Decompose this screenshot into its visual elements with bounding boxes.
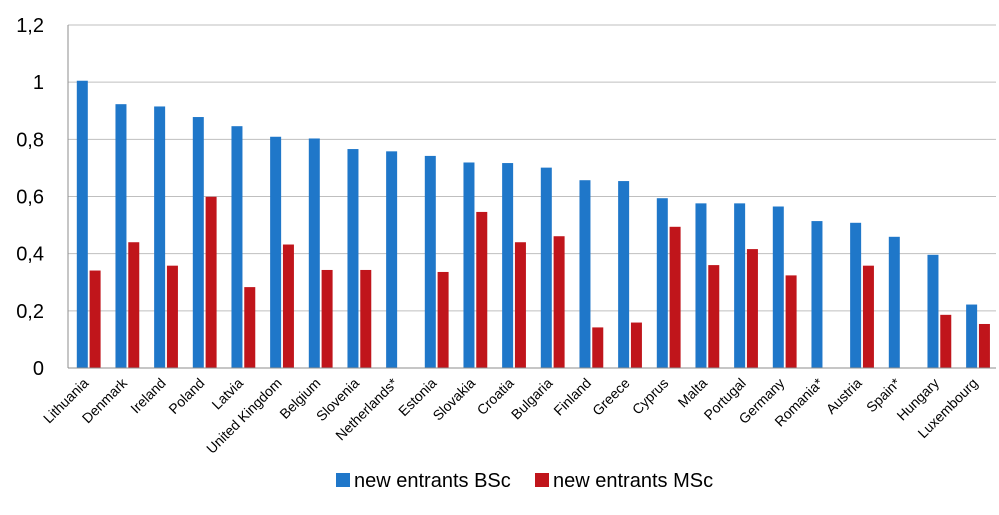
y-tick-label: 0,2 [16, 301, 44, 323]
y-tick-label: 0,6 [16, 187, 44, 209]
bar-msc-6 [321, 269, 333, 368]
bar-bsc-21 [888, 236, 900, 368]
x-tick-label: Ireland [127, 375, 169, 417]
legend-label-bsc: new entrants BSc [354, 470, 511, 492]
bar-msc-11 [514, 242, 526, 368]
bar-bsc-11 [502, 163, 514, 368]
y-tick-label: 0,4 [16, 244, 44, 266]
y-tick-label: 1,2 [16, 15, 44, 37]
bar-msc-23 [978, 323, 990, 368]
bar-msc-10 [476, 211, 488, 368]
bar-bsc-19 [811, 221, 823, 368]
bar-bsc-15 [656, 198, 668, 368]
bar-bsc-20 [850, 222, 862, 368]
legend-swatch-msc [535, 473, 549, 487]
x-tick-label: Poland [165, 375, 207, 417]
bar-msc-7 [360, 269, 372, 368]
bar-msc-3 [205, 196, 217, 368]
bar-msc-16 [708, 265, 720, 368]
bar-bsc-22 [927, 254, 939, 368]
bar-msc-5 [282, 244, 294, 368]
bar-bsc-4 [231, 126, 243, 368]
bar-bsc-1 [115, 104, 127, 368]
bar-bsc-17 [734, 203, 746, 368]
x-tick-label: Finland [550, 375, 594, 419]
bar-msc-4 [244, 287, 256, 368]
x-tick-label: Cyprus [629, 375, 672, 418]
x-tick-label: Greece [589, 375, 633, 419]
bar-msc-20 [862, 265, 874, 368]
bar-msc-1 [128, 242, 140, 368]
bar-bsc-8 [386, 151, 398, 368]
y-tick-label: 1 [33, 72, 44, 94]
bar-bsc-10 [463, 162, 475, 368]
bar-bsc-14 [618, 181, 630, 368]
bars [76, 80, 990, 369]
bar-bsc-2 [154, 106, 166, 369]
bar-msc-12 [553, 236, 565, 368]
bar-bsc-0 [76, 80, 88, 369]
x-tick-label: Malta [675, 375, 711, 411]
y-tick-label: 0,8 [16, 129, 44, 151]
x-tick-label: Slovakia [429, 375, 478, 424]
legend-label-msc: new entrants MSc [553, 470, 713, 492]
bar-msc-17 [746, 249, 758, 368]
x-tick-label: Bulgaria [508, 375, 556, 423]
bar-bsc-16 [695, 203, 707, 368]
bar-msc-0 [89, 270, 101, 368]
bar-bsc-6 [308, 138, 320, 368]
bar-msc-18 [785, 275, 797, 368]
legend-swatch-bsc [336, 473, 350, 487]
y-tick-label: 0 [33, 358, 44, 380]
bar-bsc-13 [579, 180, 591, 368]
bar-bsc-7 [347, 149, 359, 368]
bar-msc-9 [437, 271, 449, 368]
bar-msc-2 [166, 265, 178, 368]
bar-msc-13 [592, 327, 604, 368]
bar-msc-14 [630, 322, 642, 368]
bar-bsc-23 [966, 304, 978, 368]
bar-bsc-18 [772, 206, 784, 368]
bar-bsc-12 [540, 167, 552, 368]
bar-bsc-9 [424, 155, 436, 368]
bar-msc-15 [669, 226, 681, 368]
bar-bsc-5 [270, 136, 282, 368]
bar-msc-22 [940, 314, 952, 368]
gridlines [68, 24, 996, 369]
legend: new entrants BSc new entrants MSc [336, 470, 713, 492]
bar-bsc-3 [192, 117, 204, 368]
y-axis: 0 0,2 0,4 0,6 0,8 1 1,2 [16, 15, 69, 380]
x-tick-label: Austria [823, 375, 865, 417]
